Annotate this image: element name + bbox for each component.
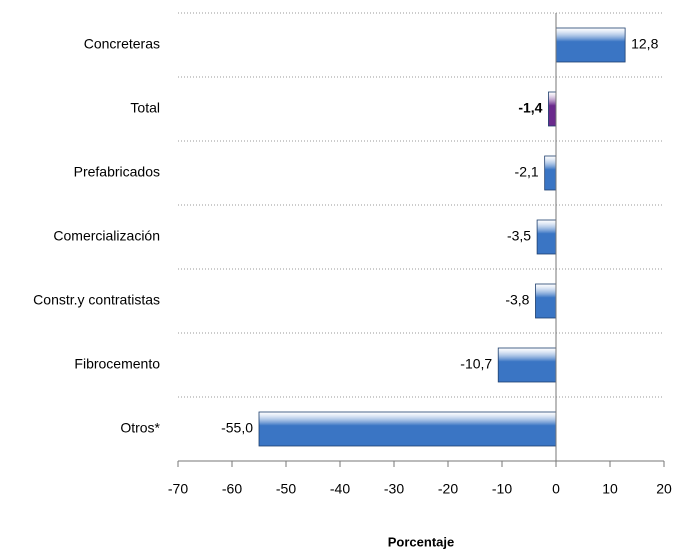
x-tick-label: -60 [222,481,242,497]
bar [497,347,557,383]
x-tick-label: -20 [438,481,458,497]
data-label: -1,4 [518,100,542,116]
x-tick-label: -30 [384,481,404,497]
y-tick-label: Comercialización [53,228,160,244]
y-tick-label: Prefabricados [74,164,160,180]
x-axis-title: Porcentaje [388,534,454,549]
x-tick-label: -10 [492,481,512,497]
x-tick-label: -70 [168,481,188,497]
y-tick-label: Concreteras [84,36,160,52]
bar [536,219,557,255]
x-tick-label: 20 [656,481,672,497]
data-label: -2,1 [515,164,539,180]
data-label: -3,5 [507,228,531,244]
bar [544,155,557,191]
x-tick-label: -40 [330,481,350,497]
y-tick-label: Fibrocemento [74,356,160,372]
bar [258,411,557,447]
bar [555,27,626,63]
y-tick-label: Otros* [120,420,160,436]
bar [548,91,557,127]
x-tick-label: -50 [276,481,296,497]
data-label: -55,0 [221,420,253,436]
data-label: -3,8 [505,292,529,308]
x-tick-label: 0 [552,481,560,497]
bar [535,283,557,319]
data-label: -10,7 [460,356,492,372]
y-tick-label: Constr.y contratistas [33,292,160,308]
y-tick-label: Total [130,100,160,116]
x-tick-label: 10 [602,481,618,497]
data-label: 12,8 [631,36,658,52]
